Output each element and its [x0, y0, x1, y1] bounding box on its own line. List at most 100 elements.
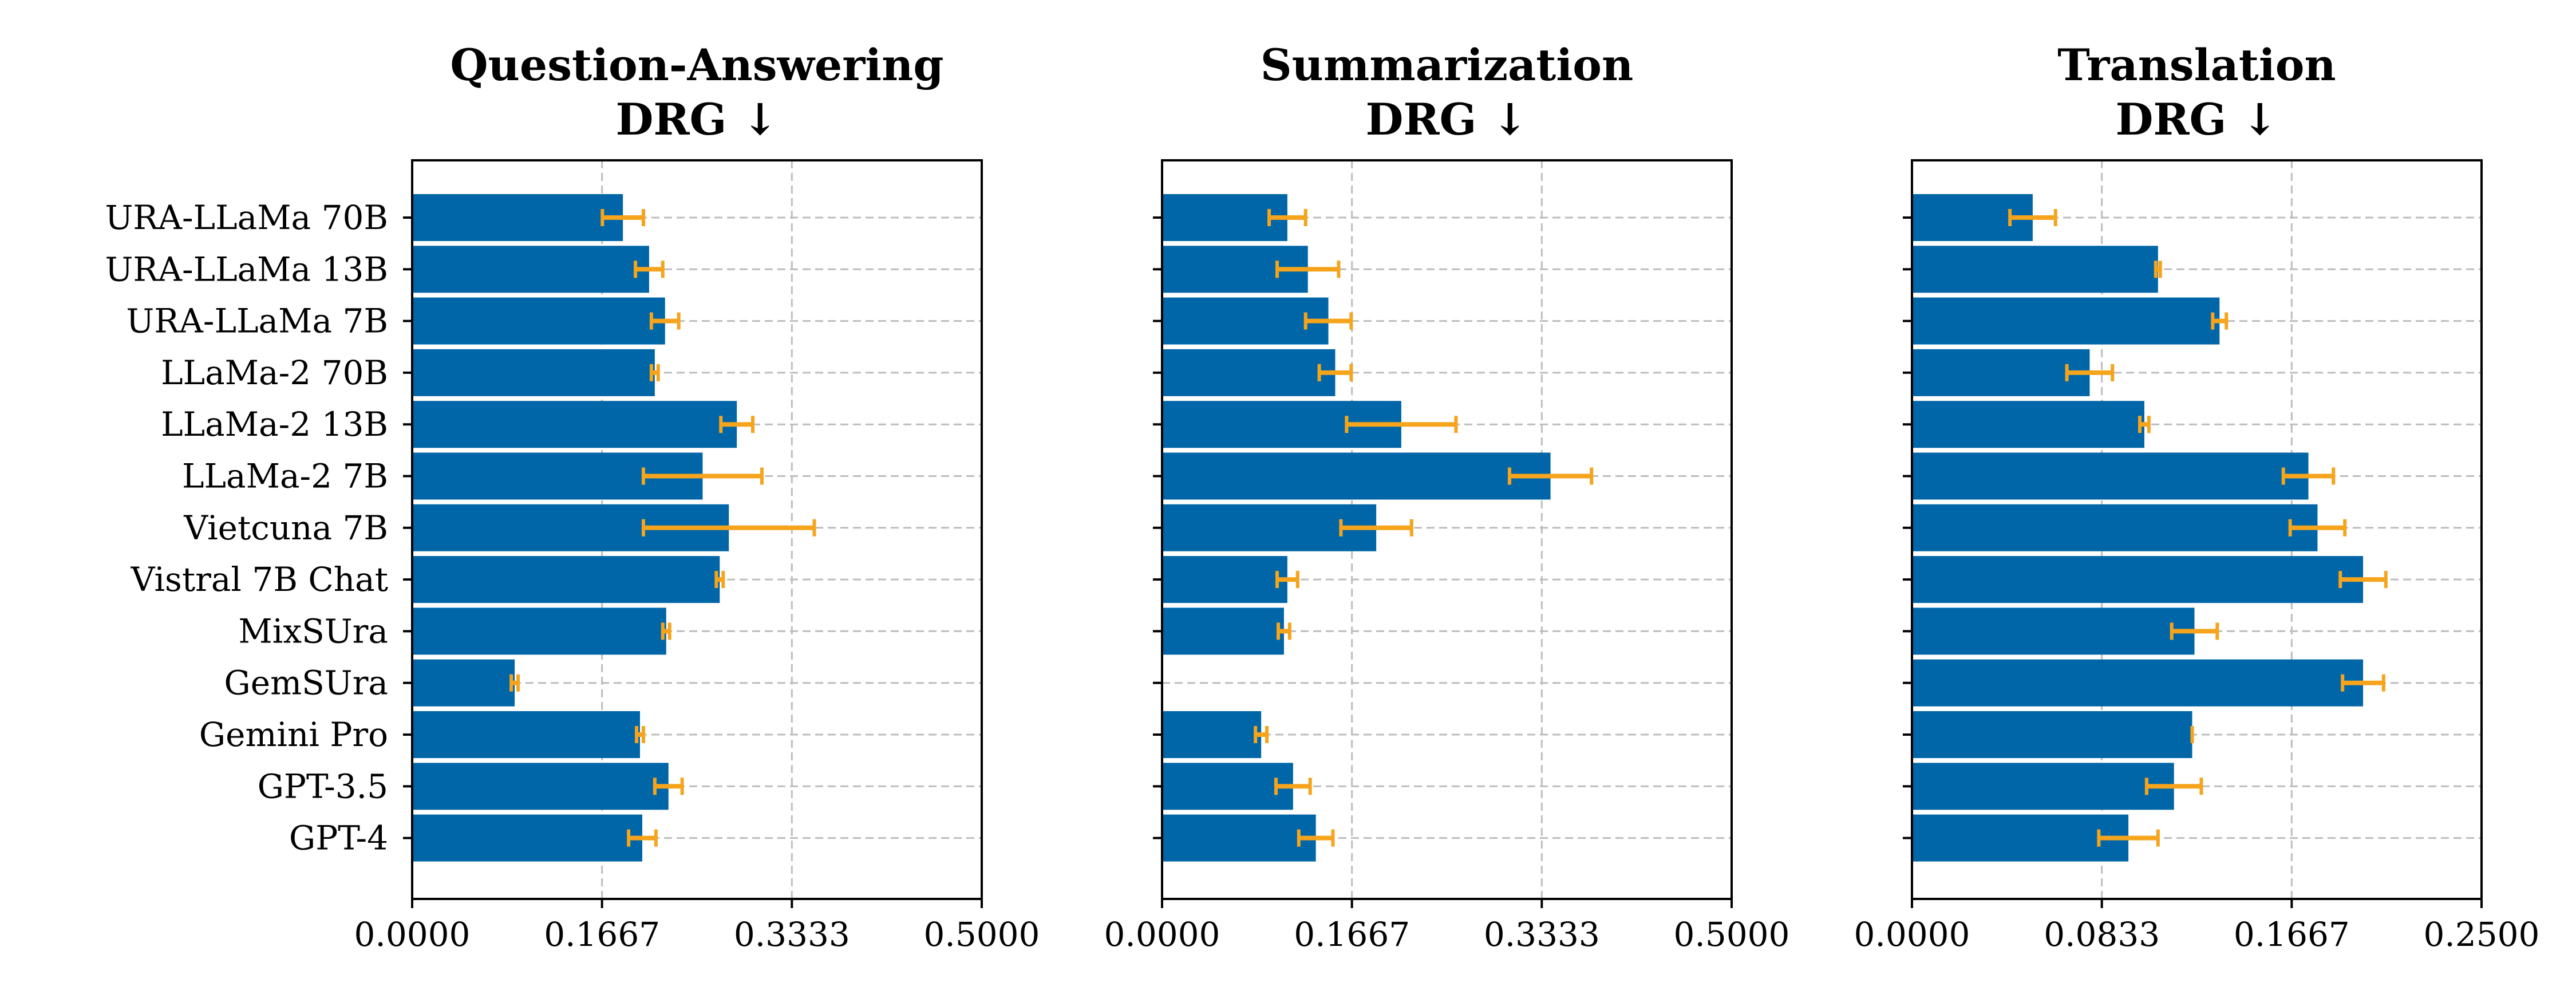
error-bar-2 — [649, 312, 681, 330]
bar-5 — [1162, 452, 1551, 500]
bar-8 — [412, 607, 666, 655]
axes-frame — [411, 159, 983, 900]
error-bar-4 — [1345, 416, 1458, 433]
bar-2 — [1162, 297, 1329, 345]
error-bar-2 — [1303, 312, 1353, 330]
x-tick-label: 0.5000 — [1674, 915, 1790, 954]
chart-subtitle: DRG ↓ — [2115, 94, 2278, 145]
bar-10 — [1912, 711, 2192, 758]
y-tick-label: URA-LLaMa 70B — [105, 198, 388, 237]
error-bar-5 — [1507, 467, 1594, 485]
error-bar-12 — [1297, 829, 1335, 847]
error-bar-1 — [2154, 261, 2162, 278]
bar-9 — [1912, 659, 2364, 707]
error-bar-0 — [2008, 209, 2057, 226]
bar-2 — [412, 297, 665, 345]
error-bar-4 — [719, 416, 755, 433]
y-tick-label: GPT-3.5 — [258, 767, 388, 806]
bar-1 — [412, 246, 649, 293]
x-tick-label: 0.1667 — [544, 915, 660, 954]
error-bar-7 — [1275, 571, 1299, 589]
error-bar-9 — [2341, 674, 2385, 692]
bar-10 — [412, 711, 640, 758]
x-tick-label: 0.3333 — [1484, 915, 1600, 954]
chart-panel-1: 0.0000 0.1667 0.3333 0.5000 URA-LLaMa 70B URA… — [105, 40, 1040, 954]
y-tick-label: LLaMa-2 7B — [182, 457, 388, 496]
error-bar-8 — [1276, 622, 1291, 640]
error-bar-7 — [714, 571, 725, 589]
bar-7 — [1162, 556, 1287, 603]
bar-11 — [1162, 763, 1293, 810]
bar-1 — [1912, 246, 2158, 293]
error-bar-10 — [1254, 726, 1269, 743]
axes-frame — [1911, 159, 2483, 900]
bar-12 — [412, 814, 642, 862]
bar-3 — [1912, 349, 2090, 396]
error-bar-3 — [649, 364, 660, 381]
bar-0 — [1162, 194, 1287, 241]
bar-12 — [1162, 814, 1316, 862]
x-tick-label: 0.5000 — [924, 915, 1040, 954]
bar-4 — [412, 401, 737, 448]
error-bar-1 — [1275, 261, 1341, 278]
x-tick-label: 0.3333 — [734, 915, 850, 954]
x-tick-label: 0.0000 — [1104, 915, 1220, 954]
y-tick-label: MixSUra — [238, 612, 388, 650]
x-tick-label: 0.0000 — [1854, 915, 1970, 954]
x-tick-label: 0.1667 — [2234, 915, 2350, 954]
error-bar-0 — [1267, 209, 1307, 226]
bar-9 — [412, 659, 515, 707]
error-bar-12 — [2097, 829, 2160, 847]
error-bar-4 — [2138, 416, 2151, 433]
x-tick-label: 0.2500 — [2424, 915, 2540, 954]
chart-subtitle: DRG ↓ — [1365, 94, 1528, 145]
y-tick-label: GPT-4 — [289, 819, 388, 858]
x-tick-label: 0.0000 — [354, 915, 471, 954]
error-bar-3 — [2065, 364, 2115, 381]
error-bar-3 — [1317, 364, 1353, 381]
bar-6 — [1912, 504, 2318, 551]
bar-11 — [1912, 763, 2174, 810]
bar-12 — [1912, 814, 2129, 862]
bar-8 — [1912, 607, 2195, 655]
y-tick-label: URA-LLaMa 13B — [105, 250, 388, 289]
error-bar-7 — [2338, 571, 2388, 589]
y-tick-label: LLaMa-2 13B — [161, 405, 388, 444]
chart-title: Question-Answering — [450, 40, 943, 90]
error-bar-6 — [1339, 519, 1413, 536]
bar-3 — [412, 349, 655, 396]
error-bar-10 — [635, 726, 645, 743]
bar-3 — [1162, 349, 1336, 396]
error-bar-8 — [661, 622, 671, 640]
chart-title: Translation — [2057, 40, 2336, 90]
y-tick-label: LLaMa-2 70B — [161, 353, 388, 392]
y-tick-label: Vistral 7B Chat — [131, 560, 388, 599]
error-bar-8 — [2170, 622, 2219, 640]
error-bar-6 — [2288, 519, 2347, 536]
x-tick-label: 0.1667 — [1294, 915, 1410, 954]
error-bar-5 — [641, 467, 764, 485]
bar-10 — [1162, 711, 1262, 758]
error-bar-2 — [2211, 312, 2229, 330]
error-bar-12 — [627, 829, 658, 847]
x-tick-label: 0.0833 — [2044, 915, 2160, 954]
chart-title: Summarization — [1261, 40, 1633, 90]
error-bar-11 — [2144, 778, 2203, 795]
bar-5 — [1912, 452, 2309, 500]
error-bar-1 — [634, 261, 665, 278]
error-bar-6 — [641, 519, 816, 536]
bar-4 — [1912, 401, 2144, 448]
bar-2 — [1912, 297, 2220, 345]
bar-7 — [412, 556, 720, 603]
chart-subtitle: DRG ↓ — [615, 94, 778, 145]
y-tick-label: GemSUra — [224, 664, 388, 703]
error-bar-11 — [1274, 778, 1312, 795]
y-tick-label: Vietcuna 7B — [183, 508, 388, 547]
y-tick-label: Gemini Pro — [199, 715, 388, 754]
y-tick-label: URA-LLaMa 7B — [126, 302, 388, 341]
bar-0 — [412, 194, 623, 241]
bar-8 — [1162, 607, 1284, 655]
chart-panel-2: 0.0000 0.1667 0.3333 0.5000 SummarizationDRG… — [1104, 40, 1790, 954]
error-bar-5 — [2281, 467, 2336, 485]
